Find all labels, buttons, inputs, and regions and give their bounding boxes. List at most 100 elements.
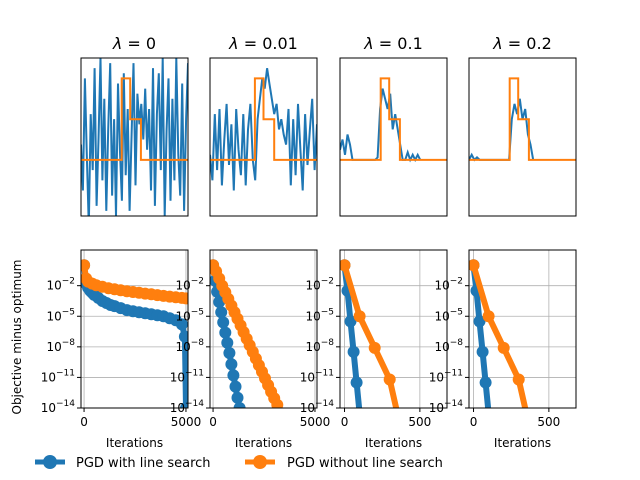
marker-no-line-search — [81, 259, 91, 272]
signal-panel-frame — [468, 57, 577, 217]
marker-no-line-search — [512, 373, 525, 386]
y-tick-label: 10−11 — [300, 368, 334, 384]
x-axis-label: Iterations — [365, 436, 422, 450]
marker-line-search — [229, 380, 242, 393]
y-tick-label: 10−14 — [170, 399, 205, 415]
legend-label-line-search: PGD with line search — [76, 456, 211, 471]
marker-no-line-search — [482, 310, 495, 323]
marker-no-line-search — [353, 310, 366, 323]
x-axis-label: Iterations — [235, 436, 292, 450]
convergence-panel-frame — [339, 249, 448, 409]
y-tick-label: 10−11 — [170, 368, 204, 384]
marker-line-search — [225, 358, 238, 371]
y-tick-label: 10−8 — [175, 338, 204, 354]
marker-no-line-search — [469, 259, 480, 272]
marker-line-search — [356, 407, 363, 408]
marker-line-search — [473, 315, 486, 328]
signal-panel-4: λ = 0.2 — [468, 34, 577, 217]
marker-line-search — [219, 326, 232, 339]
truth-line-1 — [81, 77, 188, 161]
marker-line-search — [479, 376, 492, 389]
marker-line-search — [213, 296, 226, 308]
truth-line-3 — [340, 77, 447, 161]
y-tick-label: 10−8 — [434, 338, 463, 354]
x-axis-label: Iterations — [106, 436, 163, 450]
convergence-panel-4: 0 500 10−2 10−5 10−8 10−11 10−14 Iterations — [429, 249, 577, 450]
panel-title: λ = 0.2 — [492, 34, 552, 53]
convergence-panel-frame — [80, 249, 189, 409]
marker-line-search — [347, 345, 360, 358]
signal-panel-frame — [80, 57, 189, 217]
y-tick-label: 10−11 — [41, 368, 75, 384]
y-tick-label: 10−14 — [429, 399, 464, 415]
y-tick-label: 10−2 — [434, 277, 463, 293]
y-tick-label: 10−2 — [175, 277, 204, 293]
legend: PGD with line search PGD without line se… — [35, 455, 443, 471]
signal-panel-1: λ = 0 — [80, 34, 189, 217]
marker-line-search — [344, 315, 357, 328]
estimate-line-4 — [469, 98, 535, 162]
marker-no-line-search — [180, 292, 188, 305]
marker-line-search — [223, 347, 236, 359]
y-tick-label: 10−5 — [305, 307, 334, 323]
x-axis-label: Iterations — [494, 436, 551, 450]
marker-no-line-search — [383, 373, 396, 386]
x-tick-label: 500 — [537, 415, 560, 429]
y-tick-label: 10−2 — [305, 277, 334, 293]
marker-no-line-search — [340, 259, 351, 272]
marker-no-line-search — [271, 398, 284, 408]
legend-marker-line-search — [43, 455, 57, 469]
marker-line-search — [221, 336, 234, 349]
estimate-line-1 — [81, 58, 188, 216]
legend-label-no-line-search: PGD without line search — [287, 456, 443, 471]
y-tick-label: 10−5 — [434, 307, 463, 323]
marker-no-line-search — [394, 407, 401, 408]
signal-panel-2: λ = 0.01 — [209, 34, 318, 217]
convergence-panel-2: 0 5000 10−2 10−5 10−8 10−11 10−14 Iterations — [170, 249, 331, 450]
signal-panel-3: λ = 0.1 — [339, 34, 448, 217]
y-tick-label: 10−5 — [46, 307, 75, 323]
y-tick-label: 10−8 — [46, 338, 75, 354]
marker-line-search — [175, 318, 188, 331]
x-tick-label: 0 — [341, 415, 349, 429]
y-tick-label: 10−2 — [46, 277, 75, 293]
truth-line-4 — [469, 77, 576, 161]
x-tick-label: 0 — [80, 415, 88, 429]
y-tick-label: 10−5 — [175, 307, 204, 323]
convergence-panel-3: 0 500 10−2 10−5 10−8 10−11 10−14 Iterations — [300, 249, 448, 450]
legend-marker-no-line-search — [253, 455, 267, 469]
marker-line-search — [231, 391, 244, 404]
convergence-panel-1: 0 5000 10−2 10−5 10−8 10−11 10−14 Iterations Obj… — [10, 249, 202, 450]
marker-line-search — [350, 376, 363, 389]
signal-panel-frame — [339, 57, 448, 217]
marker-line-search — [215, 306, 228, 319]
signal-panel-frame — [209, 57, 318, 217]
convergence-panel-frame — [209, 249, 318, 409]
y-tick-label: 10−11 — [429, 368, 463, 384]
marker-line-search — [485, 407, 492, 408]
x-tick-label: 5000 — [171, 415, 202, 429]
marker-line-search — [227, 369, 240, 382]
x-tick-label: 500 — [408, 415, 431, 429]
x-tick-label: 0 — [209, 415, 217, 429]
marker-line-search — [233, 402, 246, 408]
y-tick-label: 10−8 — [305, 338, 334, 354]
y-tick-label: 10−14 — [41, 399, 76, 415]
truth-line-2 — [210, 77, 317, 161]
y-tick-label: 10−14 — [300, 399, 335, 415]
x-tick-label: 0 — [470, 415, 478, 429]
panel-title: λ = 0 — [112, 34, 156, 53]
y-axis-label: Objective minus optimum — [10, 260, 24, 415]
panel-title: λ = 0.1 — [363, 34, 423, 53]
convergence-panel-frame — [468, 249, 577, 409]
marker-line-search — [180, 402, 188, 408]
x-tick-label: 5000 — [300, 415, 331, 429]
marker-no-line-search — [497, 341, 510, 354]
marker-line-search — [217, 316, 230, 329]
marker-line-search — [476, 345, 489, 358]
panel-title: λ = 0.01 — [228, 34, 298, 53]
marker-no-line-search — [523, 407, 530, 408]
marker-line-search — [178, 330, 188, 343]
marker-no-line-search — [368, 341, 381, 354]
